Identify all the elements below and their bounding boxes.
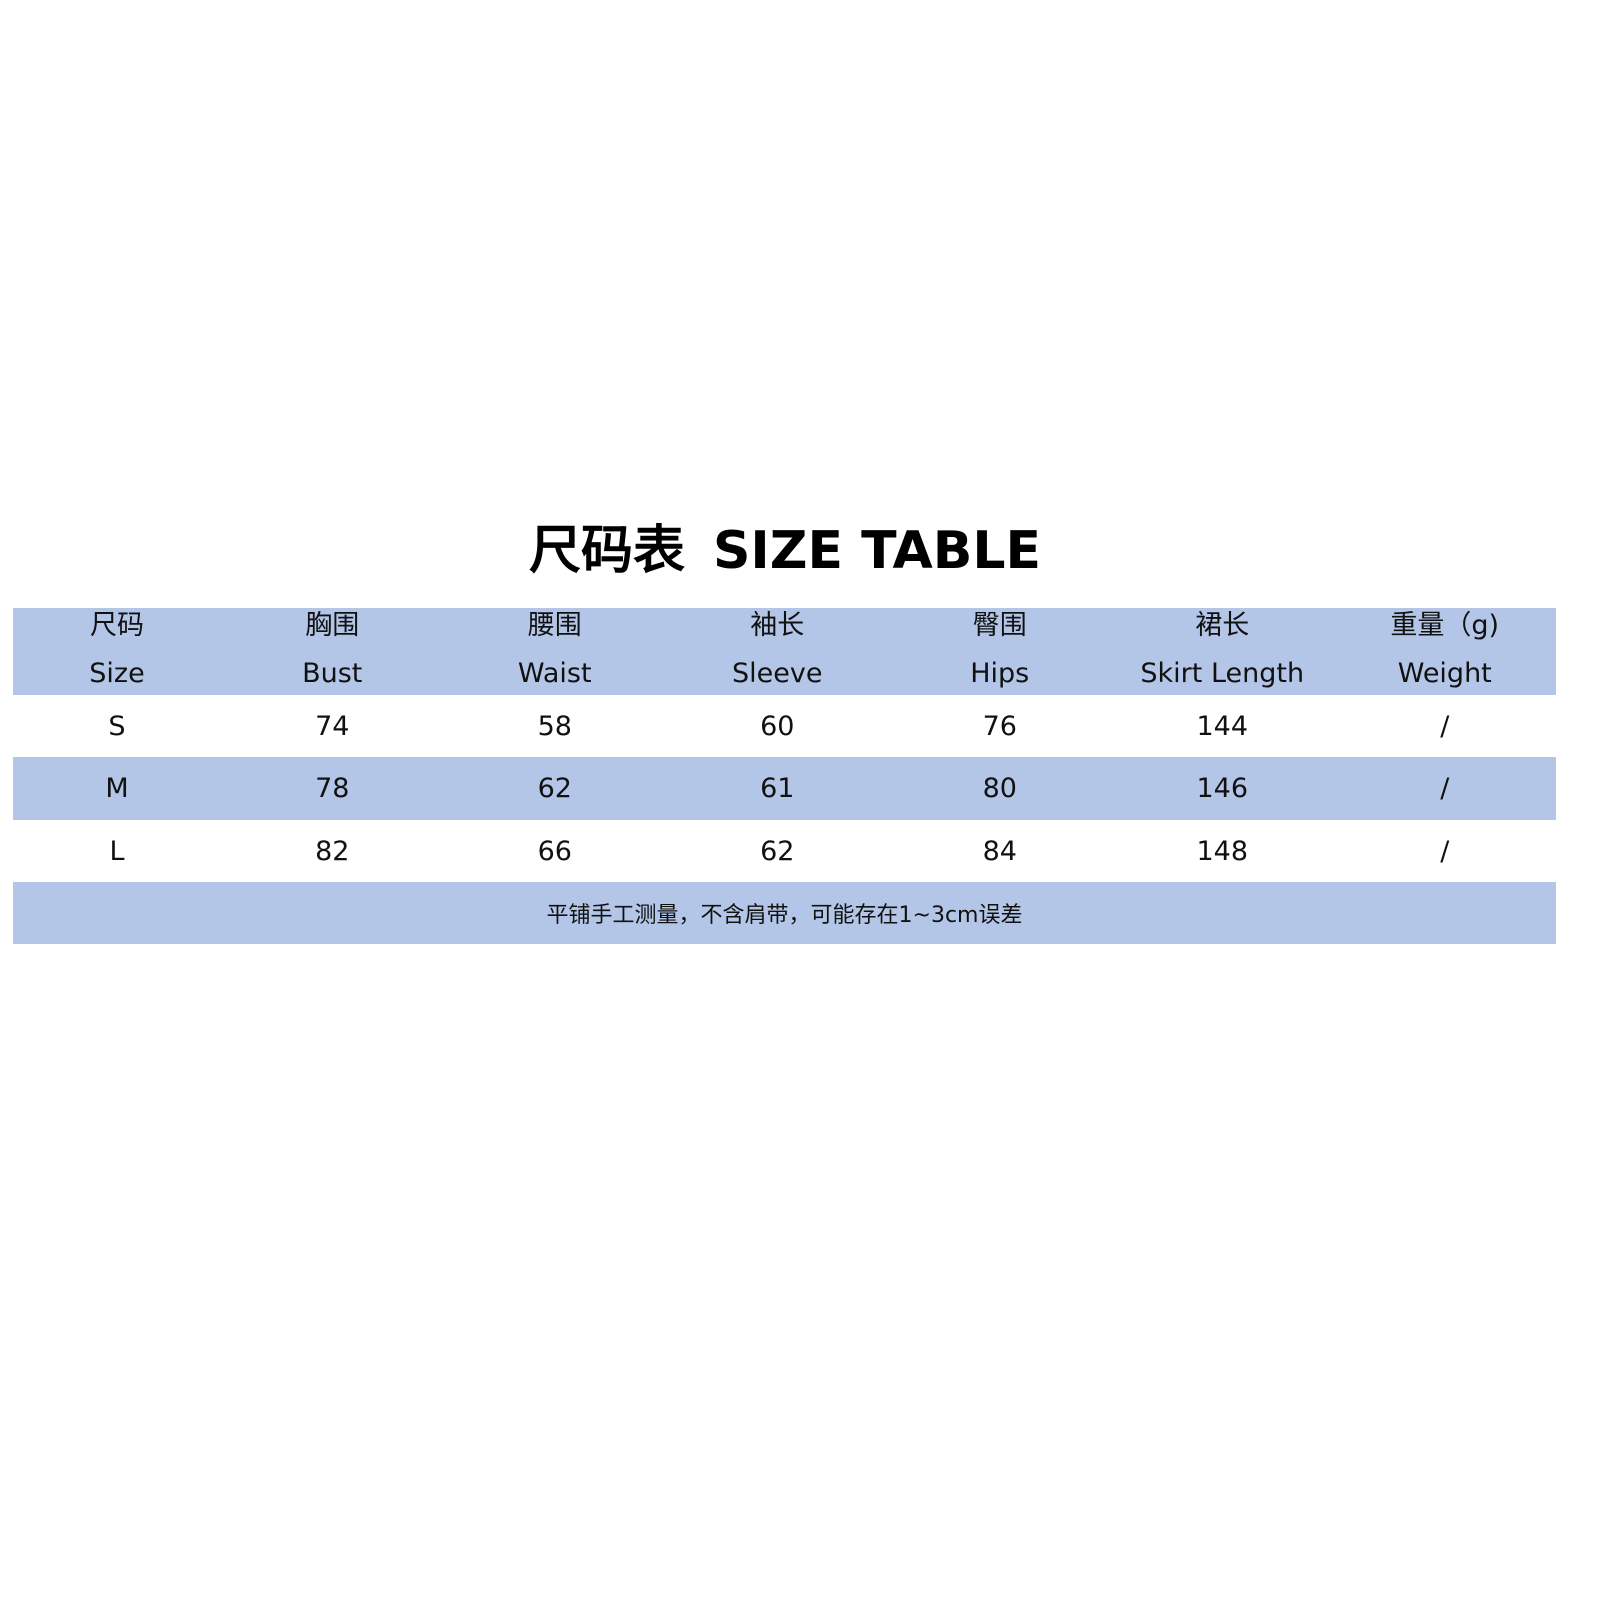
- table-row: S 74 58 60 76 144 /: [13, 695, 1556, 757]
- header-en: Size: [89, 657, 145, 689]
- table-cell: 80: [982, 773, 1017, 804]
- header-en: Waist: [517, 657, 592, 689]
- header-bust: 胸围 Bust: [221, 602, 444, 698]
- measurement-note: 平铺手工测量，不含肩带，可能存在1~3cm误差: [13, 882, 1556, 944]
- table-cell: /: [1440, 710, 1450, 742]
- table-cell: 82: [315, 835, 350, 867]
- page-title: 尺码表 SIZE TABLE: [0, 508, 1570, 583]
- table-cell: /: [1440, 773, 1450, 804]
- table-cell: 148: [1196, 835, 1249, 867]
- table-cell: 61: [760, 773, 795, 804]
- table-cell: 84: [982, 835, 1017, 867]
- table-cell: 62: [537, 773, 572, 804]
- table-cell: 58: [537, 710, 572, 742]
- table-cell: M: [105, 773, 129, 804]
- header-cn: 胸围: [305, 609, 360, 641]
- header-cn: 腰围: [527, 609, 582, 641]
- header-cn: 袖长: [750, 609, 805, 641]
- header-en: Sleeve: [732, 657, 823, 689]
- table-cell: 62: [760, 835, 795, 867]
- header-size: 尺码 Size: [13, 602, 221, 698]
- header-cn: 尺码: [90, 609, 144, 641]
- header-en: Bust: [302, 657, 363, 689]
- header-hips: 臀围 Hips: [889, 602, 1112, 698]
- header-en: Hips: [970, 657, 1030, 689]
- header-sleeve: 袖长 Sleeve: [666, 602, 889, 698]
- table-cell: 78: [315, 773, 350, 804]
- title-cn: 尺码表: [528, 521, 685, 581]
- header-cn: 裙长: [1195, 609, 1250, 641]
- table-header: 尺码 Size 胸围 Bust 腰围 Waist 袖长 Sleeve 臀围 Hips 裙长…: [13, 608, 1556, 695]
- size-table: 尺码 Size 胸围 Bust 腰围 Waist 袖长 Sleeve 臀围 Hips 裙长…: [13, 608, 1556, 944]
- title-en: SIZE TABLE: [712, 521, 1042, 581]
- header-en: Skirt Length: [1140, 657, 1305, 689]
- header-en: Weight: [1397, 657, 1492, 689]
- header-waist: 腰围 Waist: [444, 602, 667, 698]
- table-cell: 146: [1196, 773, 1249, 804]
- table-cell: 74: [315, 710, 350, 742]
- header-skirt-length: 裙长 Skirt Length: [1111, 602, 1334, 698]
- header-weight: 重量（g) Weight: [1334, 602, 1557, 698]
- table-cell: 60: [760, 710, 795, 742]
- table-row: L 82 66 62 84 148 /: [13, 820, 1556, 882]
- table-cell: 76: [982, 710, 1017, 742]
- header-cn: 重量（g): [1390, 609, 1500, 641]
- table-cell: /: [1440, 835, 1450, 867]
- table-cell: 144: [1196, 710, 1249, 742]
- table-cell: 66: [537, 835, 572, 867]
- table-row: M 78 62 61 80 146 /: [13, 757, 1556, 820]
- table-cell: S: [108, 710, 126, 742]
- header-cn: 臀围: [972, 609, 1027, 641]
- table-cell: L: [109, 835, 125, 867]
